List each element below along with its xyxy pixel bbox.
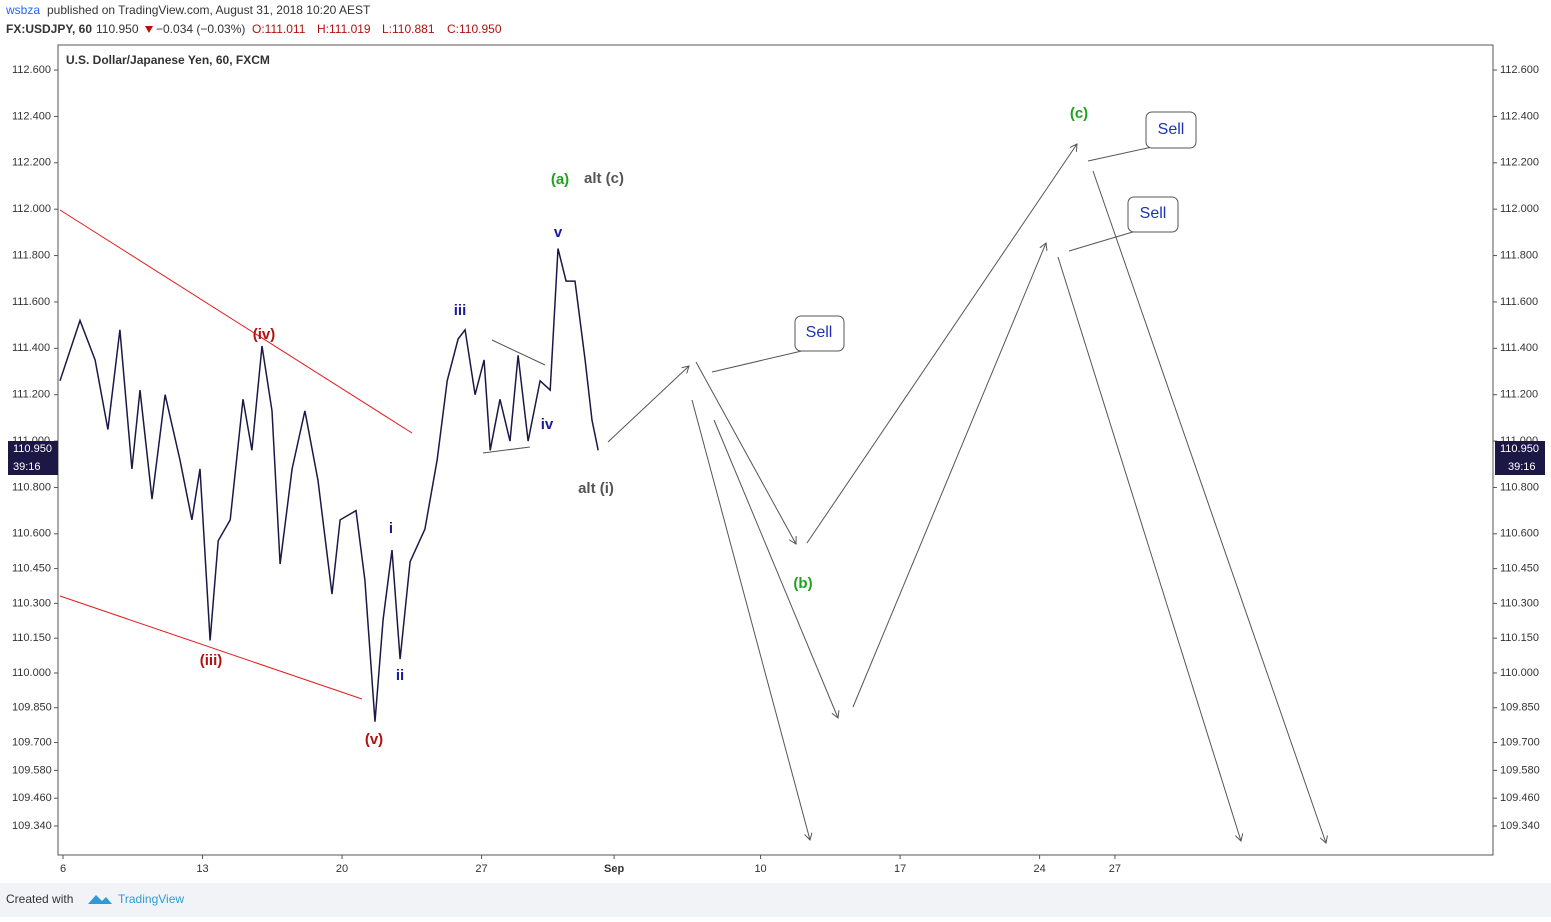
y-tick-label: 109.340 [12,820,52,832]
y-tick-label: 109.460 [12,792,52,804]
plot-frame [57,44,1494,856]
wave-label: (a) [551,171,569,188]
x-tick-label: 24 [1033,863,1045,875]
down-icon [145,26,153,33]
y-tick-label: 112.600 [1500,64,1539,76]
price-line [59,248,599,722]
y-tick-label: 111.200 [12,389,50,401]
low: L:110.881 [382,22,435,36]
author[interactable]: wsbza [5,3,40,17]
sell-label: Sell [806,324,833,341]
brand[interactable]: TradingView [118,892,184,906]
last-price: 110.950 [1500,443,1539,455]
wave-label: alt (i) [578,480,614,497]
triangle-line [482,446,531,454]
y-tick-label: 111.600 [12,296,50,308]
high: H:111.019 [317,22,371,36]
y-tick-label: 112.600 [12,64,51,76]
y-tick-label: 110.800 [12,481,51,493]
y-tick-label: 110.450 [1500,563,1539,575]
wave-label: (iii) [200,652,223,669]
y-tick-label: 111.200 [1500,389,1538,401]
logo [88,895,112,904]
y-tick-label: 110.300 [1500,597,1539,609]
trendline [59,209,413,434]
wave-label: ii [396,667,404,684]
footer-bar [0,883,1551,917]
x-tick-label: 10 [754,863,766,875]
y-tick-label: 109.850 [1500,702,1540,714]
y-tick-label: 110.300 [12,597,51,609]
x-tick-label: 27 [475,863,487,875]
x-tick-label: 6 [60,863,66,875]
y-tick-label: 110.450 [12,563,51,575]
y-tick-label: 112.000 [1500,203,1539,215]
y-tick-label: 111.400 [12,342,50,354]
x-tick-label: 27 [1109,863,1121,875]
symbol: FX:USDJPY, 60 [6,22,92,36]
y-tick-label: 110.800 [1500,481,1539,493]
wave-label: v [554,224,563,241]
wave-label: iv [541,416,554,433]
y-tick-label: 110.600 [1500,528,1539,540]
y-tick-label: 111.800 [12,249,50,261]
wave-label: (b) [793,575,812,592]
change: −0.034 (−0.03%) [156,22,245,36]
triangle-line [491,339,546,366]
open: O:111.011 [252,22,306,36]
y-tick-label: 109.580 [1500,764,1540,776]
y-tick-label: 112.000 [12,203,51,215]
y-tick-label: 109.700 [1500,736,1540,748]
callouts [711,111,1197,373]
wave-label: iii [454,302,467,319]
wave-label: i [389,520,393,537]
y-tick-label: 109.850 [12,702,52,714]
y-tick-label: 109.700 [12,736,52,748]
sell-label: Sell [1140,205,1167,222]
wave-label: (iv) [253,326,276,343]
trendline [59,595,363,700]
y-tick-label: 110.150 [1500,632,1539,644]
y-tick-label: 110.000 [12,667,51,679]
wave-label: (v) [365,731,383,748]
y-tick-label: 112.400 [12,110,51,122]
countdown: 39:16 [1508,461,1536,473]
x-tick-label: 13 [196,863,208,875]
y-tick-label: 112.200 [1500,157,1539,169]
y-tick-label: 109.580 [12,764,52,776]
footer-text: Created with [6,892,73,906]
x-tick-label: 17 [894,863,906,875]
close: C:110.950 [447,22,502,36]
countdown: 39:16 [13,461,41,473]
y-tick-label: 110.000 [1500,667,1539,679]
y-tick-label: 112.200 [12,157,51,169]
wave-label: (c) [1070,105,1088,122]
sell-label: Sell [1158,121,1185,138]
y-tick-label: 111.600 [1500,296,1538,308]
y-tick-label: 110.150 [12,632,51,644]
last-price: 110.950 [13,443,52,455]
y-tick-label: 110.600 [12,528,51,540]
x-tick-label: Sep [604,863,624,875]
x-tick-label: 20 [336,863,348,875]
y-tick-label: 111.400 [1500,342,1538,354]
wave-label: alt (c) [584,170,624,187]
y-tick-label: 109.340 [1500,820,1540,832]
y-tick-label: 112.400 [1500,110,1539,122]
chart-title: U.S. Dollar/Japanese Yen, 60, FXCM [66,53,270,67]
published: published on TradingView.com, August 31,… [47,3,371,17]
y-tick-label: 111.800 [1500,249,1538,261]
last: 110.950 [96,22,139,36]
y-tick-label: 109.460 [1500,792,1540,804]
projection-arrows [607,144,1326,843]
price-tags: 110.950 39:16 110.950 39:16 [8,441,1545,475]
